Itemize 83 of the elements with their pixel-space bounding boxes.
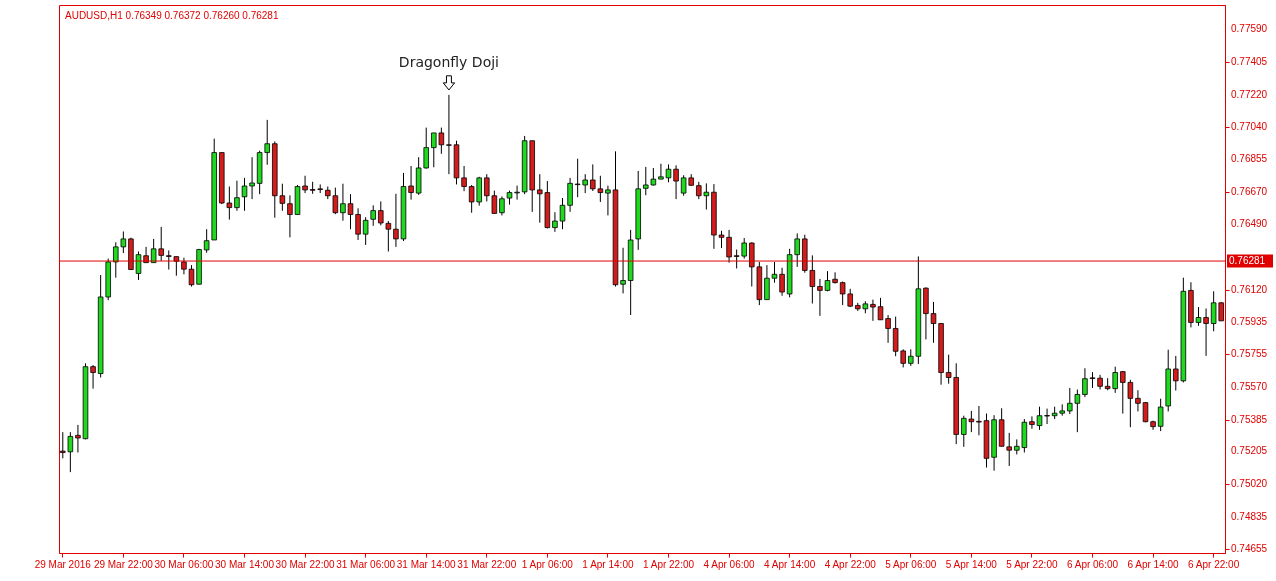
y-tick-label: 0.76120: [1231, 283, 1268, 295]
candlestick: [287, 194, 293, 238]
annotation: Dragonfly Doji: [398, 53, 499, 70]
candlestick: [370, 204, 376, 227]
x-tick-label: 4 Apr 22:00: [824, 558, 877, 570]
candlestick: [605, 185, 611, 216]
candlestick: [620, 247, 626, 294]
candlestick: [1135, 389, 1141, 412]
candlestick: [90, 364, 96, 390]
x-tick-label: 4 Apr 06:00: [703, 558, 756, 570]
candlestick: [249, 156, 255, 200]
y-tick-label: 0.75020: [1231, 478, 1268, 490]
candlestick: [393, 193, 399, 248]
y-tick-label: 0.75385: [1231, 413, 1268, 425]
candlestick: [234, 180, 240, 212]
x-tick-label: 5 Apr 06:00: [885, 558, 937, 570]
candlestick: [832, 271, 838, 285]
candlestick: [559, 197, 566, 230]
x-tick-label: 30 Mar 06:00: [154, 558, 214, 570]
candlestick: [764, 264, 770, 301]
y-tick-label: 0.74835: [1231, 510, 1268, 522]
x-tick-label: 1 Apr 06:00: [521, 558, 574, 570]
y-tick-label: 0.76490: [1231, 218, 1268, 230]
x-tick-label: 5 Apr 22:00: [1006, 558, 1058, 570]
y-tick-label: 0.76670: [1231, 186, 1268, 198]
y-tick-label: 0.74655: [1231, 542, 1268, 554]
candlestick: [514, 185, 520, 201]
y-tick-label: 0.75205: [1231, 445, 1268, 457]
x-tick-label: 29 Mar 22:00: [93, 558, 154, 570]
candlestick: [552, 211, 558, 233]
x-tick-label: 31 Mar 22:00: [457, 558, 517, 570]
candlestick: [1044, 408, 1050, 425]
candlestick: [355, 207, 361, 241]
y-tick-label: 0.75570: [1231, 380, 1268, 392]
y-tick-label: 0.75755: [1231, 348, 1268, 360]
candlestick: [817, 278, 823, 317]
y-tick-label: 0.77590: [1231, 23, 1268, 35]
chart-title: AUDUSD,H1 0.76349 0.76372 0.76260 0.76281: [65, 10, 279, 21]
x-tick-label: 1 Apr 14:00: [582, 558, 634, 570]
candlestick: [1082, 367, 1088, 398]
candlestick: [75, 424, 81, 453]
x-tick-label: 31 Mar 14:00: [396, 558, 457, 570]
candlestick: [771, 261, 778, 284]
x-tick-label: 1 Apr 22:00: [642, 558, 695, 570]
x-tick-label: 4 Apr 14:00: [764, 558, 816, 570]
candlestick: [870, 299, 876, 322]
x-tick-label: 30 Mar 14:00: [215, 558, 275, 570]
y-tick-label: 0.77040: [1231, 120, 1268, 132]
candlestick: [188, 264, 195, 288]
candlestick: [885, 314, 891, 344]
candlestick: [726, 229, 732, 264]
ref-line-label: 0.76281: [1229, 255, 1266, 267]
candlestick: [340, 183, 346, 222]
x-tick-label: 6 Apr 14:00: [1127, 558, 1180, 570]
x-tick-label: 5 Apr 14:00: [945, 558, 998, 570]
candlestick: [461, 165, 467, 192]
candlestick: [930, 301, 937, 344]
candlestick: [1195, 306, 1202, 327]
x-tick-label: 30 Mar 22:00: [275, 558, 335, 570]
y-tick-label: 0.75935: [1231, 316, 1268, 328]
candlestick: [779, 267, 785, 297]
candlestick: [1036, 406, 1043, 431]
candlestick: [976, 405, 982, 436]
candlestick: [1203, 307, 1209, 357]
candlestick: [1029, 415, 1035, 430]
x-tick-label: 31 Mar 06:00: [336, 558, 396, 570]
x-tick-label: 6 Apr 06:00: [1066, 558, 1119, 570]
y-tick-label: 0.77220: [1231, 88, 1268, 100]
candlestick: [362, 216, 369, 246]
x-tick-label: 29 Mar 2016: [34, 558, 92, 570]
candlestick: [567, 177, 573, 213]
candlestick: [673, 164, 679, 200]
candlestick: [499, 195, 505, 216]
x-tick-label: 6 Apr 22:00: [1188, 558, 1240, 570]
y-tick-label: 0.77405: [1231, 56, 1268, 68]
candlestick: [302, 175, 308, 194]
candlestick: [658, 163, 664, 180]
candlestick: [446, 94, 452, 175]
candlestick: [241, 177, 248, 212]
y-tick-label: 0.76855: [1231, 153, 1268, 165]
candlestick: [347, 193, 354, 230]
candlestick: [877, 297, 884, 321]
candlestick: [408, 165, 414, 201]
